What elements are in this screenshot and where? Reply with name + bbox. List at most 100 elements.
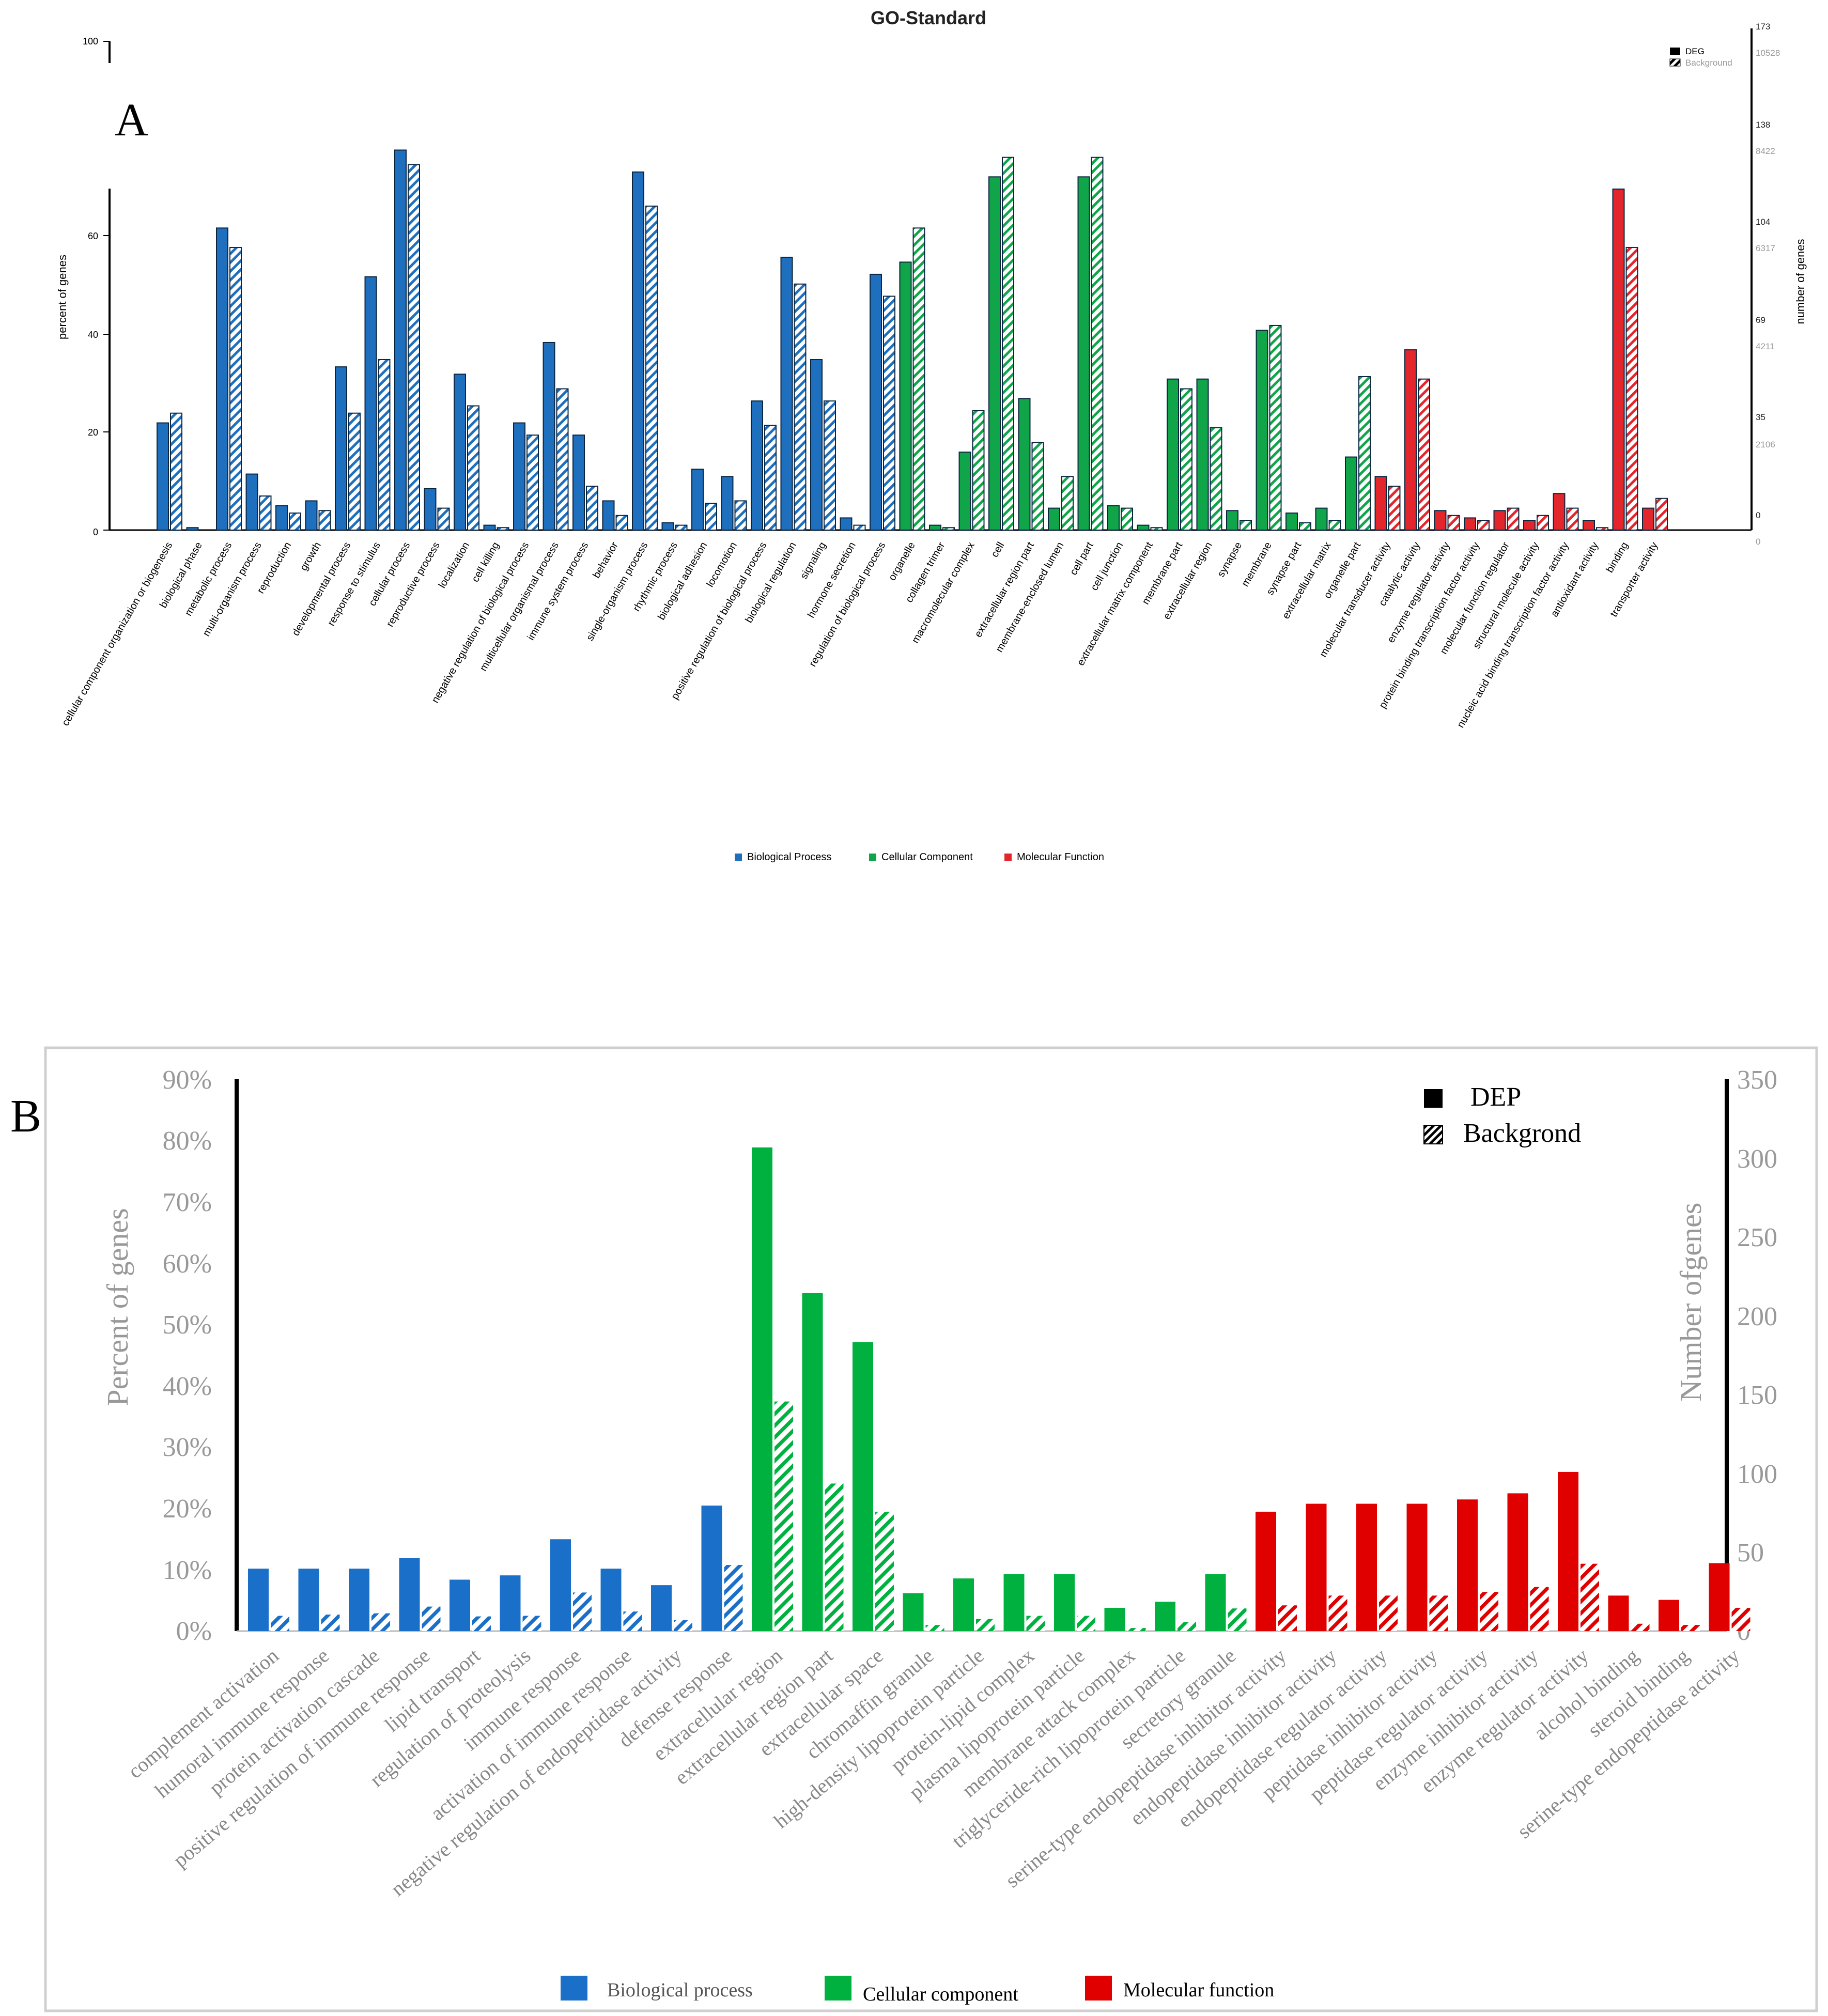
panel-a-right-bg-tick: 8422 bbox=[1756, 146, 1775, 156]
bar-background-response-to-stimulus bbox=[378, 359, 391, 531]
x-label-synapse: synapse bbox=[1215, 540, 1244, 580]
x-label-signaling: signaling bbox=[798, 540, 829, 581]
bar-background-lipid-transport bbox=[472, 1616, 491, 1631]
bar-dep-enzyme-inhibitor-activity bbox=[1507, 1493, 1528, 1631]
legend-swatch-background bbox=[1669, 58, 1681, 67]
bar-background-organelle bbox=[912, 227, 925, 531]
panel-b-left-ticks: 0% 10% 20% 30% 40% 50% 60% 70% 80% 90% bbox=[163, 1065, 212, 1646]
panel-b-right-tick: 100 bbox=[1737, 1460, 1777, 1489]
bar-background-steroid-binding bbox=[1681, 1625, 1700, 1631]
x-label-nucleic-acid-binding-transcription-factor-activity: nucleic acid binding transcription facto… bbox=[1455, 540, 1571, 730]
bar-deg-developmental-process bbox=[335, 366, 347, 531]
bar-background-immune-response bbox=[573, 1592, 592, 1631]
bar-deg-multi-organism-process bbox=[245, 473, 258, 531]
panel-b-right-tick: 50 bbox=[1737, 1538, 1764, 1568]
bar-dep-serine-type-endopeptidase-inhibitor-activity bbox=[1256, 1511, 1276, 1631]
group-swatch-mf bbox=[1004, 854, 1012, 861]
bar-background-cell-killing bbox=[497, 527, 509, 531]
panel-b-right-tick: 250 bbox=[1737, 1223, 1777, 1252]
panel-a-left-tick-20: 20 bbox=[88, 427, 98, 438]
panel-b-bars bbox=[248, 1147, 1750, 1631]
x-label-extracellular-region-part: extracellular region part bbox=[972, 540, 1036, 639]
bar-deg-biological-phase bbox=[186, 527, 199, 531]
bar-dep-extracellular-region-part bbox=[802, 1293, 823, 1631]
bar-deg-protein-binding-transcription-factor-activity bbox=[1464, 517, 1476, 531]
bar-background-reproductive-process bbox=[437, 507, 450, 531]
bar-deg-extracellular-region-part bbox=[1018, 398, 1031, 531]
bar-deg-regulation-of-biological-process bbox=[870, 273, 882, 531]
panel-a-legend: DEG Background bbox=[1669, 46, 1732, 68]
bar-deg-catalytic-activity bbox=[1404, 349, 1417, 531]
x-label-organelle: organelle bbox=[887, 540, 918, 583]
bar-deg-transporter-activity bbox=[1642, 507, 1654, 531]
bar-deg-reproduction bbox=[275, 505, 288, 531]
bar-background-synapse-part bbox=[1299, 522, 1311, 531]
panel-b-left-tick: 30% bbox=[163, 1433, 212, 1462]
bar-deg-cell-killing bbox=[483, 524, 496, 531]
panel-b-right-tick: 150 bbox=[1737, 1381, 1777, 1410]
panel-a-right-deg-tick: 173 bbox=[1756, 22, 1770, 32]
panel-a-left-tick-100: 100 bbox=[83, 36, 98, 46]
group-legend-bp: Biological process bbox=[607, 1979, 753, 2001]
x-label-reproductive-process: reproductive process bbox=[384, 540, 442, 629]
x-label-cell-killing: cell killing bbox=[470, 540, 502, 584]
panel-a-left-tick-60: 60 bbox=[88, 231, 98, 241]
bar-background-metabolic-process bbox=[229, 247, 242, 531]
bar-deg-molecular-function-regulator bbox=[1493, 510, 1506, 531]
group-legend-mf: Molecular function bbox=[1123, 1979, 1274, 2001]
bar-deg-positive-regulation-of-biological-process bbox=[751, 400, 763, 531]
bar-dep-humoral-immune-response bbox=[298, 1569, 319, 1631]
bar-background-regulation-of-biological-process bbox=[883, 296, 895, 531]
bar-deg-cellular-process bbox=[394, 149, 407, 531]
bar-deg-organelle-part bbox=[1345, 456, 1357, 531]
bar-deg-molecular-transducer-activity bbox=[1374, 476, 1387, 531]
x-label-cell: cell bbox=[989, 540, 1006, 560]
bar-deg-immune-system-process bbox=[572, 435, 585, 531]
bar-deg-structural-molecule-activity bbox=[1523, 520, 1536, 531]
bar-background-cell-junction bbox=[1121, 507, 1133, 531]
bar-dep-peptidase-inhibitor-activity bbox=[1406, 1503, 1428, 1631]
bar-background-multi-organism-process bbox=[259, 495, 272, 531]
bar-background-binding bbox=[1625, 247, 1638, 531]
bar-background-organelle-part bbox=[1358, 376, 1371, 531]
bar-deg-nucleic-acid-binding-transcription-factor-activity bbox=[1553, 493, 1566, 531]
x-label-developmental-process: developmental process bbox=[290, 540, 353, 638]
panel-b-label: B bbox=[10, 1091, 41, 1142]
bar-deg-binding bbox=[1612, 188, 1625, 531]
bar-background-nucleic-acid-binding-transcription-factor-activity bbox=[1566, 507, 1579, 531]
bar-background-collagen-trimer bbox=[942, 527, 955, 531]
panel-a-group-legend: Biological Process Cellular Component Mo… bbox=[735, 851, 1104, 863]
panel-b-left-tick: 10% bbox=[163, 1556, 212, 1585]
bar-background-serine-type-endopeptidase-activity bbox=[1731, 1607, 1750, 1631]
legend-backgrond-label: Backgrond bbox=[1463, 1119, 1581, 1148]
x-label-localization: localization bbox=[437, 540, 472, 591]
bar-dep-immune-response bbox=[550, 1539, 571, 1631]
bar-deg-cellular-component-organization-or-biogenesis bbox=[157, 422, 169, 531]
group-swatch-cc bbox=[825, 1976, 851, 2001]
bar-background-catalytic-activity bbox=[1418, 378, 1430, 531]
bar-deg-signaling bbox=[810, 359, 823, 531]
bar-background-extracellular-region-part bbox=[1031, 442, 1044, 531]
bar-background-hormone-secretion bbox=[853, 524, 866, 531]
bar-background-chromaffin-granule bbox=[925, 1625, 944, 1631]
bar-deg-locomotion bbox=[721, 476, 734, 531]
bar-background-complement-activation bbox=[271, 1616, 289, 1631]
panel-b-right-tick: 300 bbox=[1737, 1144, 1777, 1174]
bar-dep-membrane-attack-complex bbox=[1104, 1607, 1125, 1631]
panel-a-right-bg-tick: 2106 bbox=[1756, 440, 1775, 449]
bar-background-synapse bbox=[1240, 520, 1252, 531]
bar-background-activation-of-immune-response bbox=[623, 1611, 642, 1631]
bar-background-behavior bbox=[615, 515, 628, 531]
bar-deg-membrane-enclosed-lumen bbox=[1048, 507, 1060, 531]
bar-deg-single-organism-process bbox=[632, 171, 644, 531]
bar-background-extracellular-region bbox=[1210, 427, 1222, 531]
bar-deg-behavior bbox=[602, 500, 615, 531]
panel-a-x-labels: cellular component organization or bioge… bbox=[60, 540, 1661, 730]
group-swatch-bp bbox=[561, 1976, 587, 2001]
bar-background-macromolecular-complex bbox=[972, 410, 985, 531]
panel-b: B 0% 10% 20% 30% 40% 50% 60% 70% 80% 90%… bbox=[10, 1046, 1818, 2012]
bar-dep-triglyceride-rich-lipoprotein-particle bbox=[1155, 1602, 1175, 1631]
bar-deg-biological-regulation bbox=[780, 256, 793, 531]
bar-deg-collagen-trimer bbox=[929, 524, 941, 531]
x-label-cellular-component-organization-or-biogenesis: cellular component organization or bioge… bbox=[60, 540, 175, 728]
